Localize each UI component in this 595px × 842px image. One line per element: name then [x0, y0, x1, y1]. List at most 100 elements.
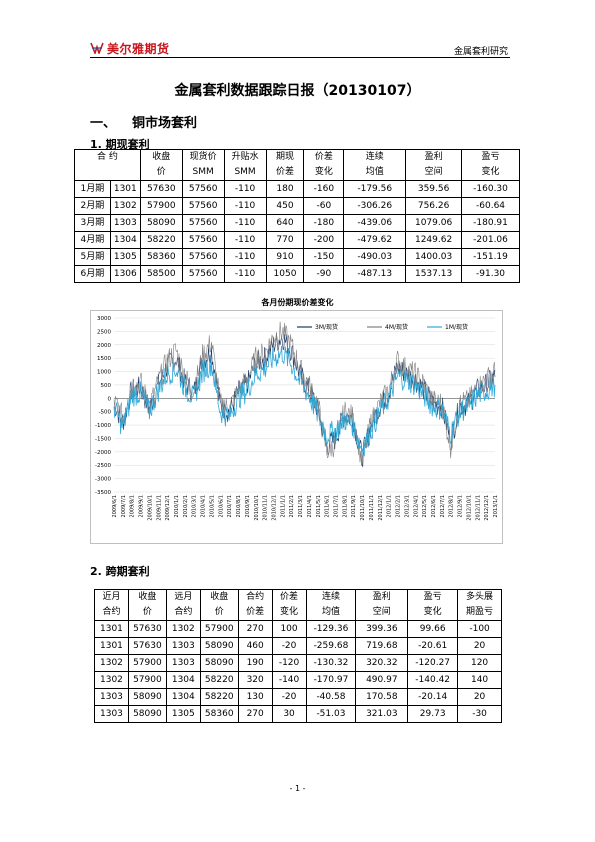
table-cell: 58500 [139, 265, 183, 283]
header-line-2: 变化 [280, 607, 299, 617]
header-line-2: 空间 [372, 607, 391, 617]
y-tick-label: -1000 [95, 423, 111, 429]
table-cell: -160.30 [461, 180, 520, 198]
x-tick-label: 2012/12/1 [484, 495, 490, 521]
table-cell: -180.91 [461, 214, 520, 232]
x-tick-label: 2010/10/1 [254, 495, 260, 521]
table-cell: -120.27 [407, 654, 459, 672]
y-tick-label: 3000 [97, 316, 111, 322]
x-tick-label: 2010/1/1 [174, 495, 180, 517]
table-cell: 99.66 [407, 620, 459, 638]
table-cell: -479.62 [343, 231, 407, 249]
table-cell: 1302 [94, 654, 129, 672]
y-tick-label: -2000 [95, 450, 111, 456]
table-cell: 1305 [109, 248, 141, 266]
table-row: 2月期 1302 57900 57560 -110 450 -60 -306.26 756.26… [74, 197, 520, 215]
header-cell: 现货价 SMM [181, 149, 225, 181]
table-cell: 2月期 [74, 197, 111, 215]
header-line-2: 变化 [481, 167, 500, 177]
table-cell: 270 [237, 705, 273, 723]
table-cell: 20 [457, 688, 502, 706]
y-tick-label: 0 [108, 396, 112, 402]
table-cell: 1302 [165, 620, 201, 638]
table-row: 1301 57630 1302 57900 270 100 -129.36 399.36 99.… [94, 620, 502, 638]
table-cell: -60 [303, 197, 345, 215]
company-logo: 美尔雅期货 [90, 41, 170, 56]
table-cell: -110 [223, 180, 267, 198]
table-cell: -130.32 [305, 654, 357, 672]
table-cell: 1303 [94, 705, 129, 723]
table-cell: 1305 [165, 705, 201, 723]
table-cell: 1050 [265, 265, 305, 283]
table-cell: 57630 [127, 637, 167, 655]
table-cell: 5月期 [74, 248, 111, 266]
table-cell: 320 [237, 671, 273, 689]
table-cell: -110 [223, 265, 267, 283]
header-line-1: 近月 [102, 592, 121, 602]
header-line-2: 期盈亏 [466, 607, 494, 617]
table-cell: -180 [303, 214, 345, 232]
header-line-2: SMM [234, 167, 256, 177]
x-tick-label: 2012/7/1 [440, 495, 446, 517]
futures-spot-arbitrage-table: 合 约收盘价现货价 SMM 升贴水 SMM 期现 价差 价差 变化 连续 均值 盈利 空间 盈亏 变化 1月… [74, 149, 520, 283]
header-section-title: 金属套利研究 [453, 47, 508, 57]
legend-label: 4M/现货 [385, 323, 408, 331]
x-tick-label: 2009/8/1 [130, 495, 136, 517]
table-cell: 140 [457, 671, 502, 689]
table-cell: 57560 [181, 180, 225, 198]
y-tick-label: -2500 [95, 463, 111, 469]
table-cell: 1306 [109, 265, 141, 283]
table-cell: 320.32 [355, 654, 409, 672]
y-tick-label: 1000 [97, 370, 111, 376]
header-line-1: 盈利 [372, 592, 391, 602]
x-tick-label: 2012/9/1 [458, 495, 464, 517]
header-line-1: 价差 [314, 152, 333, 162]
y-tick-label: -3500 [95, 490, 111, 496]
x-tick-label: 2011/6/1 [325, 495, 331, 517]
table-cell: 58090 [199, 654, 239, 672]
x-tick-label: 2012/11/1 [475, 495, 481, 521]
table-row: 1301 57630 1303 58090 460 -20 -259.68 719.68 -20… [94, 637, 502, 655]
table-cell: -110 [223, 214, 267, 232]
table-row: 1303 58090 1305 58360 270 30 -51.03 321.03 29.73… [94, 705, 502, 723]
table-cell: 1303 [165, 637, 201, 655]
subsection-heading-1: 1. 期现套利 [90, 138, 150, 151]
header-line-2: 价差 [275, 167, 294, 177]
header-cell: 连续 均值 [343, 149, 407, 181]
header-cell: 远月 合约 [165, 589, 201, 621]
x-tick-label: 2009/12/1 [165, 495, 171, 521]
y-tick-label: 500 [101, 383, 112, 389]
table-cell: 490.97 [355, 671, 409, 689]
table-cell: 1303 [165, 654, 201, 672]
table-cell: -170.97 [305, 671, 357, 689]
table-cell: -60.64 [461, 197, 520, 215]
header-line-2: 空间 [424, 167, 443, 177]
table-cell: 756.26 [405, 197, 463, 215]
x-tick-label: 2010/2/1 [183, 495, 189, 517]
intertemporal-arbitrage-table: 近月 合约 收盘价远月 合约 收盘价合约 价差 价差 变化 连续 均值 盈利 空间 盈亏 变化 多头展 期盈亏… [94, 589, 502, 723]
table-cell: 3月期 [74, 214, 111, 232]
table-cell: -91.30 [461, 265, 520, 283]
header-cell: 收盘价 [127, 589, 167, 621]
header-line-1: 连续 [321, 592, 340, 602]
table-cell: 770 [265, 231, 305, 249]
table-cell: 460 [237, 637, 273, 655]
table-row: 1月期 1301 57630 57560 -110 180 -160 -179.56 359.5… [74, 180, 520, 198]
table-cell: 58220 [199, 688, 239, 706]
header-line-1: 收盘 [152, 152, 171, 162]
table-cell: 58360 [199, 705, 239, 723]
y-tick-label: 2000 [97, 343, 111, 349]
header-line-1: 收盘 [210, 592, 229, 602]
logo-text: 美尔雅期货 [107, 41, 170, 56]
x-tick-label: 2011/5/1 [316, 495, 322, 517]
table-cell: 58090 [139, 214, 183, 232]
header-cell: 收盘价 [139, 149, 183, 181]
table-cell: 399.36 [355, 620, 409, 638]
table-cell: -487.13 [343, 265, 407, 283]
table-cell: 57560 [181, 231, 225, 249]
table-cell: 57560 [181, 197, 225, 215]
header-cell: 连续 均值 [305, 589, 357, 621]
x-tick-label: 2012/4/1 [413, 495, 419, 517]
x-tick-label: 2012/10/1 [466, 495, 472, 521]
table-cell: -306.26 [343, 197, 407, 215]
